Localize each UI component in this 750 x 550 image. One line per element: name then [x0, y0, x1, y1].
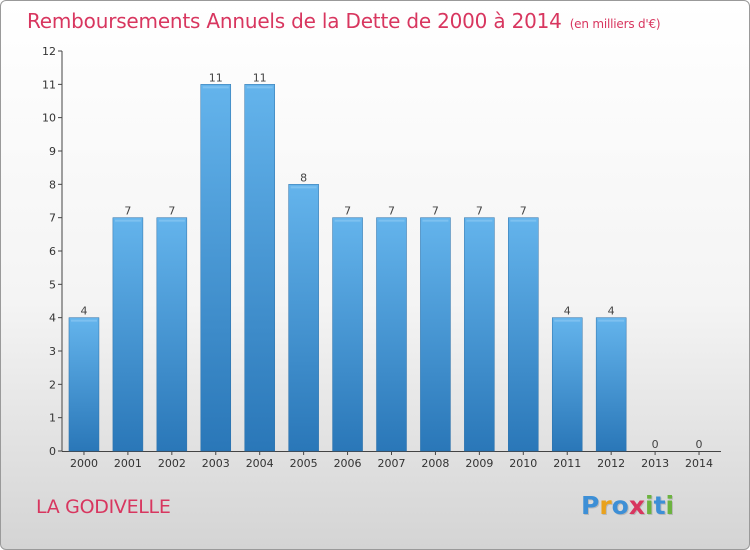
bar [68, 317, 100, 452]
bar [112, 217, 144, 452]
data-label: 0 [652, 438, 659, 451]
y-tick-label: 10 [42, 112, 56, 125]
bar-highlight [598, 319, 625, 322]
bar-highlight [466, 219, 493, 222]
x-tick-label: 2014 [685, 457, 713, 470]
logo-letter: i [645, 491, 654, 520]
y-tick-label: 8 [49, 178, 56, 191]
bar-highlight [510, 219, 537, 222]
logo-letter: P [581, 491, 600, 520]
logo-letter: x [628, 491, 645, 520]
x-tick-label: 2001 [114, 457, 142, 470]
bar [551, 317, 583, 452]
x-tick-label: 2013 [641, 457, 669, 470]
data-label: 7 [476, 205, 483, 218]
data-label: 7 [388, 205, 395, 218]
bar [156, 217, 188, 452]
bar [332, 217, 363, 452]
bar [244, 84, 275, 452]
logo-letter: i [665, 491, 675, 520]
data-label: 7 [124, 205, 131, 218]
bar [595, 317, 627, 452]
y-tick-label: 3 [49, 345, 56, 358]
x-tick-label: 2010 [509, 457, 537, 470]
x-tick-label: 2004 [246, 457, 274, 470]
bar [420, 217, 451, 452]
x-tick-label: 2005 [290, 457, 318, 470]
bar-highlight [290, 186, 317, 189]
bar-highlight [378, 219, 405, 222]
commune-name: LA GODIVELLE [36, 496, 171, 518]
data-label: 11 [253, 71, 267, 84]
bar [464, 217, 495, 452]
x-tick-label: 2011 [553, 457, 581, 470]
bar [376, 217, 407, 452]
x-tick-label: 2002 [158, 457, 186, 470]
data-label: 4 [608, 305, 615, 318]
bar [200, 84, 232, 452]
data-label: 7 [344, 205, 351, 218]
x-tick-label: 2003 [202, 457, 230, 470]
chart-title: Remboursements Annuels de la Dette de 20… [27, 9, 661, 33]
y-tick-label: 11 [42, 78, 56, 91]
bar-highlight [158, 219, 185, 222]
bar-highlight [114, 219, 141, 222]
bar-highlight [422, 219, 449, 222]
chart-unit: (en milliers d'€) [569, 17, 661, 31]
y-tick-label: 6 [49, 245, 56, 258]
y-tick-label: 4 [49, 312, 56, 325]
bar-highlight [202, 86, 229, 89]
x-tick-label: 2008 [421, 457, 449, 470]
proxiti-logo[interactable]: Proxiti [581, 491, 674, 520]
bar-highlight [70, 319, 97, 322]
data-label: 11 [209, 71, 223, 84]
data-label: 8 [300, 171, 307, 184]
x-tick-label: 2006 [334, 457, 362, 470]
y-tick-label: 5 [49, 278, 56, 291]
bar [508, 217, 539, 452]
data-label: 7 [520, 205, 527, 218]
x-tick-label: 2009 [465, 457, 493, 470]
y-tick-label: 12 [42, 45, 56, 58]
data-label: 7 [432, 205, 439, 218]
y-tick-label: 7 [49, 212, 56, 225]
x-tick-label: 2007 [378, 457, 406, 470]
logo-letter: r [599, 491, 612, 520]
bar-highlight [334, 219, 361, 222]
bar-highlight [554, 319, 581, 322]
logo-letter: o [611, 491, 629, 520]
logo-letter: t [653, 491, 666, 520]
y-tick-label: 0 [49, 445, 56, 458]
data-label: 4 [80, 305, 87, 318]
x-tick-label: 2000 [70, 457, 98, 470]
data-label: 0 [696, 438, 703, 451]
y-tick-label: 1 [49, 412, 56, 425]
y-tick-label: 2 [49, 378, 56, 391]
data-label: 4 [564, 305, 571, 318]
data-label: 7 [168, 205, 175, 218]
y-tick-label: 9 [49, 145, 56, 158]
x-tick-label: 2012 [597, 457, 625, 470]
bar-highlight [246, 86, 273, 89]
bar [288, 184, 319, 452]
